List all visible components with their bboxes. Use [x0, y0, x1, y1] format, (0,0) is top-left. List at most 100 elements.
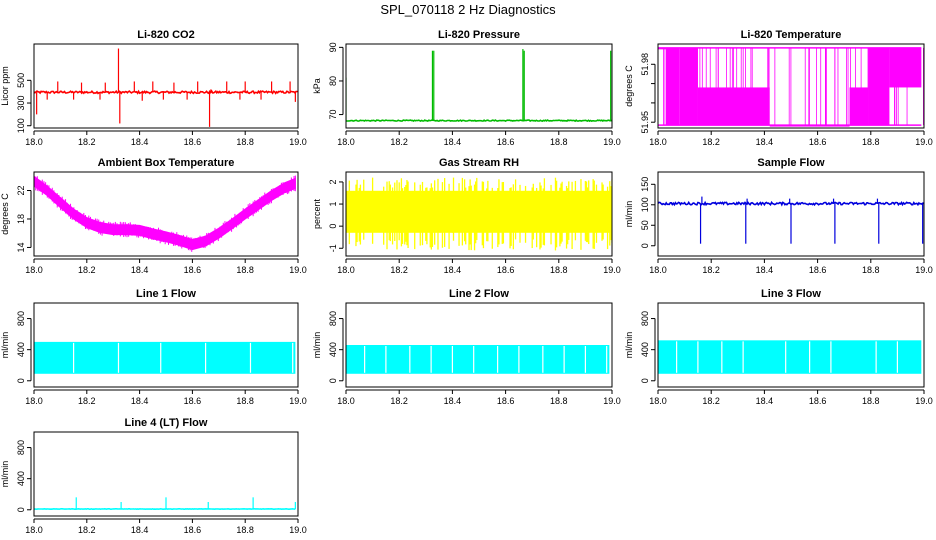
series-line — [34, 89, 298, 95]
flow-block — [658, 340, 922, 374]
x-tick-label: 18.4 — [444, 396, 462, 406]
temp-band — [665, 47, 680, 126]
panel-temperature: Li-820 Temperature degrees C 18.0 18.2 18.4 1… — [624, 29, 933, 147]
panel-title: Li-820 CO2 — [137, 29, 194, 41]
x-tick-label: 19.0 — [915, 396, 933, 406]
y-tick-label: 0 — [640, 378, 650, 383]
series — [658, 196, 924, 244]
series-line — [346, 119, 612, 123]
y-axis-label: degrees C — [624, 65, 634, 107]
y-axis-label: ml/min — [312, 332, 322, 359]
y-tick-label: 400 — [16, 342, 26, 357]
panel-title: Line 2 Flow — [449, 288, 509, 300]
x-tick-label: 18.6 — [497, 396, 515, 406]
y-tick-label: 0 — [16, 507, 26, 512]
x-tick-label: 18.0 — [25, 137, 43, 147]
series — [658, 47, 924, 127]
y-tick-label: 1 — [328, 202, 338, 207]
x-tick-label: 18.0 — [337, 137, 355, 147]
x-tick-label: 19.0 — [289, 396, 307, 406]
x-tick-label: 18.4 — [131, 525, 149, 535]
series — [34, 48, 298, 127]
x-tick-label: 18.4 — [131, 396, 149, 406]
y-tick-label: 0 — [16, 378, 26, 383]
panel-title: Ambient Box Temperature — [98, 157, 235, 169]
x-tick-label: 18.0 — [25, 396, 43, 406]
y-tick-label: 300 — [16, 96, 26, 111]
x-tick-label: 19.0 — [289, 265, 307, 275]
x-tick-label: 18.8 — [236, 265, 254, 275]
x-tick-label: 18.8 — [862, 396, 880, 406]
y-tick-label: 90 — [328, 42, 338, 52]
y-tick-label: 14 — [16, 242, 26, 252]
plot-frame — [33, 171, 299, 257]
x-tick-label: 19.0 — [289, 137, 307, 147]
panel-title: Line 1 Flow — [136, 288, 196, 300]
x-tick-label: 19.0 — [289, 525, 307, 535]
x-tick-label: 18.6 — [184, 525, 202, 535]
y-tick-label: 80 — [328, 76, 338, 86]
x-tick-label: 18.4 — [756, 265, 774, 275]
x-tick-label: 18.8 — [862, 265, 880, 275]
temp-band — [849, 87, 869, 126]
plot-frame — [657, 43, 925, 129]
x-tick-label: 18.0 — [337, 265, 355, 275]
x-tick-label: 18.6 — [809, 137, 827, 147]
x-tick-label: 18.2 — [78, 396, 96, 406]
y-tick-label: 400 — [328, 342, 338, 357]
panel-pressure: Li-820 Pressure kPa 18.0 18.2 18.4 18.6 18.8 19… — [312, 29, 621, 147]
x-tick-label: 18.0 — [337, 396, 355, 406]
x-tick-label: 19.0 — [603, 396, 621, 406]
x-tick-label: 18.0 — [649, 137, 667, 147]
x-tick-label: 19.0 — [603, 265, 621, 275]
panel-line4: Line 4 (LT) Flow ml/min 18.0 18.2 18.4 18.6 18… — [0, 417, 307, 535]
series — [658, 340, 922, 374]
x-tick-label: 18.8 — [862, 137, 880, 147]
x-tick-label: 18.8 — [236, 525, 254, 535]
y-tick-label: 800 — [16, 311, 26, 326]
plot-frame — [345, 43, 613, 129]
x-tick-label: 18.2 — [78, 265, 96, 275]
y-tick-label: 22 — [16, 186, 26, 196]
flow-block — [346, 345, 610, 374]
y-tick-label: -1 — [328, 244, 338, 252]
series — [34, 497, 296, 511]
plot-frame — [33, 431, 299, 517]
x-tick-label: 19.0 — [915, 265, 933, 275]
noise-core — [346, 190, 612, 233]
y-axis-label: ml/min — [624, 332, 634, 359]
x-tick-label: 18.6 — [809, 265, 827, 275]
x-tick-label: 18.2 — [390, 265, 408, 275]
series — [346, 177, 612, 251]
plot-frame — [657, 302, 925, 388]
x-tick-label: 18.2 — [702, 396, 720, 406]
panel-rh: Gas Stream RH percent 18.0 18.2 18.4 18.6 18.8… — [312, 157, 621, 275]
panel-title: Line 3 Flow — [761, 288, 821, 300]
y-axis-label: kPa — [312, 78, 322, 94]
panel-co2: Li-820 CO2 Licor ppm 18.0 18.2 18.4 18.6 18.8 1… — [0, 29, 307, 147]
x-tick-label: 18.2 — [390, 396, 408, 406]
x-tick-label: 18.8 — [550, 396, 568, 406]
y-axis-label: ml/min — [0, 461, 10, 488]
plot-frame — [657, 171, 925, 257]
y-tick-label: 0 — [328, 224, 338, 229]
y-tick-label: 800 — [16, 440, 26, 455]
plot-frame — [33, 43, 299, 129]
x-tick-label: 18.8 — [236, 396, 254, 406]
x-tick-label: 18.4 — [756, 137, 774, 147]
y-axis-label: ml/min — [0, 332, 10, 359]
panel-line2: Line 2 Flow ml/min 18.0 18.2 18.4 18.6 18.8 19.… — [312, 288, 621, 406]
y-tick-label: 400 — [640, 342, 650, 357]
x-tick-label: 18.6 — [497, 265, 515, 275]
x-tick-label: 18.4 — [131, 265, 149, 275]
y-tick-label: 70 — [328, 110, 338, 120]
panel-title: Line 4 (LT) Flow — [125, 417, 208, 429]
x-tick-label: 18.2 — [702, 265, 720, 275]
y-tick-label: 150 — [640, 177, 650, 192]
panel-title: Li-820 Temperature — [741, 29, 842, 41]
x-tick-label: 18.0 — [649, 396, 667, 406]
y-tick-label: 800 — [640, 311, 650, 326]
x-tick-label: 18.6 — [184, 137, 202, 147]
y-tick-label: 51.98 — [640, 53, 650, 76]
y-tick-label: 100 — [640, 197, 650, 212]
